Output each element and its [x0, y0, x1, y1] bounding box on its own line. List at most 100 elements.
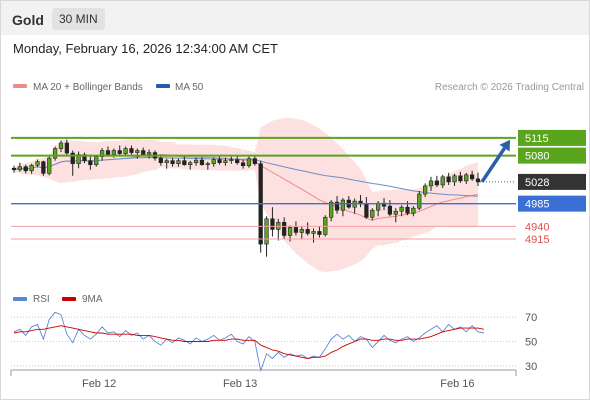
last-price-tag	[518, 173, 586, 190]
legend-label-ma50: MA 50	[175, 82, 204, 93]
forecast-arrow-shaft	[480, 147, 507, 183]
candle	[217, 156, 222, 165]
candle	[370, 208, 375, 221]
timeframe-badge[interactable]: 30 MIN	[52, 8, 105, 30]
candle	[23, 164, 28, 174]
candle	[146, 149, 152, 159]
candle-body	[299, 229, 304, 233]
candle-body	[17, 166, 22, 171]
candle-body	[446, 176, 451, 183]
top-bar: Gold 30 MIN	[1, 1, 589, 35]
candle-body	[240, 162, 246, 167]
candle	[417, 191, 422, 211]
candle	[311, 228, 316, 243]
candle-body	[475, 178, 481, 183]
candle-body	[399, 206, 404, 212]
candle-body	[105, 150, 111, 155]
candle-body	[11, 167, 17, 171]
candle	[475, 172, 481, 186]
last-price-value: 5028	[525, 177, 549, 189]
candle-body	[223, 160, 228, 163]
candle-body	[193, 159, 199, 163]
candle-body	[405, 206, 410, 214]
resistance-value: 5115	[525, 133, 549, 145]
candle	[205, 161, 210, 170]
candle-body	[364, 203, 369, 218]
candle-body	[428, 180, 434, 187]
resistance-value: 5080	[525, 151, 549, 163]
candle-body	[141, 150, 146, 155]
candle	[428, 176, 434, 191]
candle	[446, 172, 451, 185]
candle	[323, 215, 328, 237]
candle	[164, 158, 169, 169]
candle-body	[458, 175, 463, 182]
candle	[235, 155, 240, 165]
candle-body	[423, 185, 428, 195]
candle-body	[176, 160, 181, 165]
candle	[211, 157, 216, 167]
candle	[47, 156, 52, 176]
candle-body	[387, 205, 393, 215]
candle-body	[434, 180, 440, 186]
candle	[188, 160, 193, 170]
candle	[393, 208, 398, 223]
candle	[170, 157, 175, 167]
candle-body	[252, 158, 257, 164]
legend-label-rsi: RSI	[33, 294, 50, 305]
candle-body	[111, 150, 116, 155]
candle-body	[229, 159, 234, 161]
candle-body	[264, 218, 269, 245]
candle-body	[293, 227, 299, 233]
candle-body	[82, 154, 87, 161]
support-value: 4940	[525, 221, 549, 233]
candle	[334, 196, 340, 214]
price-grid	[11, 145, 516, 248]
rsi-tick-label: 30	[525, 361, 537, 373]
candle	[299, 226, 304, 239]
support-value: 4915	[525, 234, 549, 246]
candle	[64, 139, 69, 155]
candle	[387, 200, 393, 217]
candle	[129, 145, 134, 155]
candle-body	[47, 157, 52, 174]
legend-label-ma20: MA 20 + Bollinger Bands	[33, 82, 143, 93]
candle-body	[370, 209, 375, 218]
candle-body	[329, 201, 334, 218]
candle	[470, 170, 475, 181]
candle	[29, 163, 34, 174]
candle-body	[58, 142, 64, 149]
candle-body	[70, 152, 75, 164]
candle	[94, 155, 99, 167]
candle-body	[146, 152, 152, 155]
candle-body	[88, 160, 93, 166]
candle	[88, 154, 93, 170]
resistance-tag	[518, 129, 586, 146]
rsi-legend: RSI 9MA	[13, 294, 103, 305]
candle	[11, 165, 17, 173]
candle-body	[452, 175, 457, 183]
candle	[41, 160, 46, 176]
credit-label: Research © 2026 Trading Central	[435, 82, 584, 93]
candle	[270, 207, 275, 237]
legend-swatch-9ma	[62, 297, 76, 301]
symbol-label: Gold	[12, 12, 44, 28]
candle	[464, 172, 469, 184]
candle-body	[334, 201, 340, 211]
candle-body	[182, 160, 187, 166]
legend-swatch-ma50	[156, 84, 170, 88]
candle-body	[287, 227, 293, 236]
candle-body	[199, 159, 205, 166]
candle-body	[393, 210, 398, 215]
candle-body	[23, 166, 28, 172]
pivot-tag	[518, 195, 586, 212]
candle	[82, 152, 87, 164]
candle	[135, 148, 140, 159]
main-legend: MA 20 + Bollinger Bands MA 50 Research ©…	[13, 82, 584, 93]
rsi-9ma-line	[13, 325, 484, 359]
time-axis: Feb 12 Feb 13 Feb 16	[10, 369, 517, 390]
candle	[99, 148, 105, 161]
candle	[182, 156, 187, 166]
